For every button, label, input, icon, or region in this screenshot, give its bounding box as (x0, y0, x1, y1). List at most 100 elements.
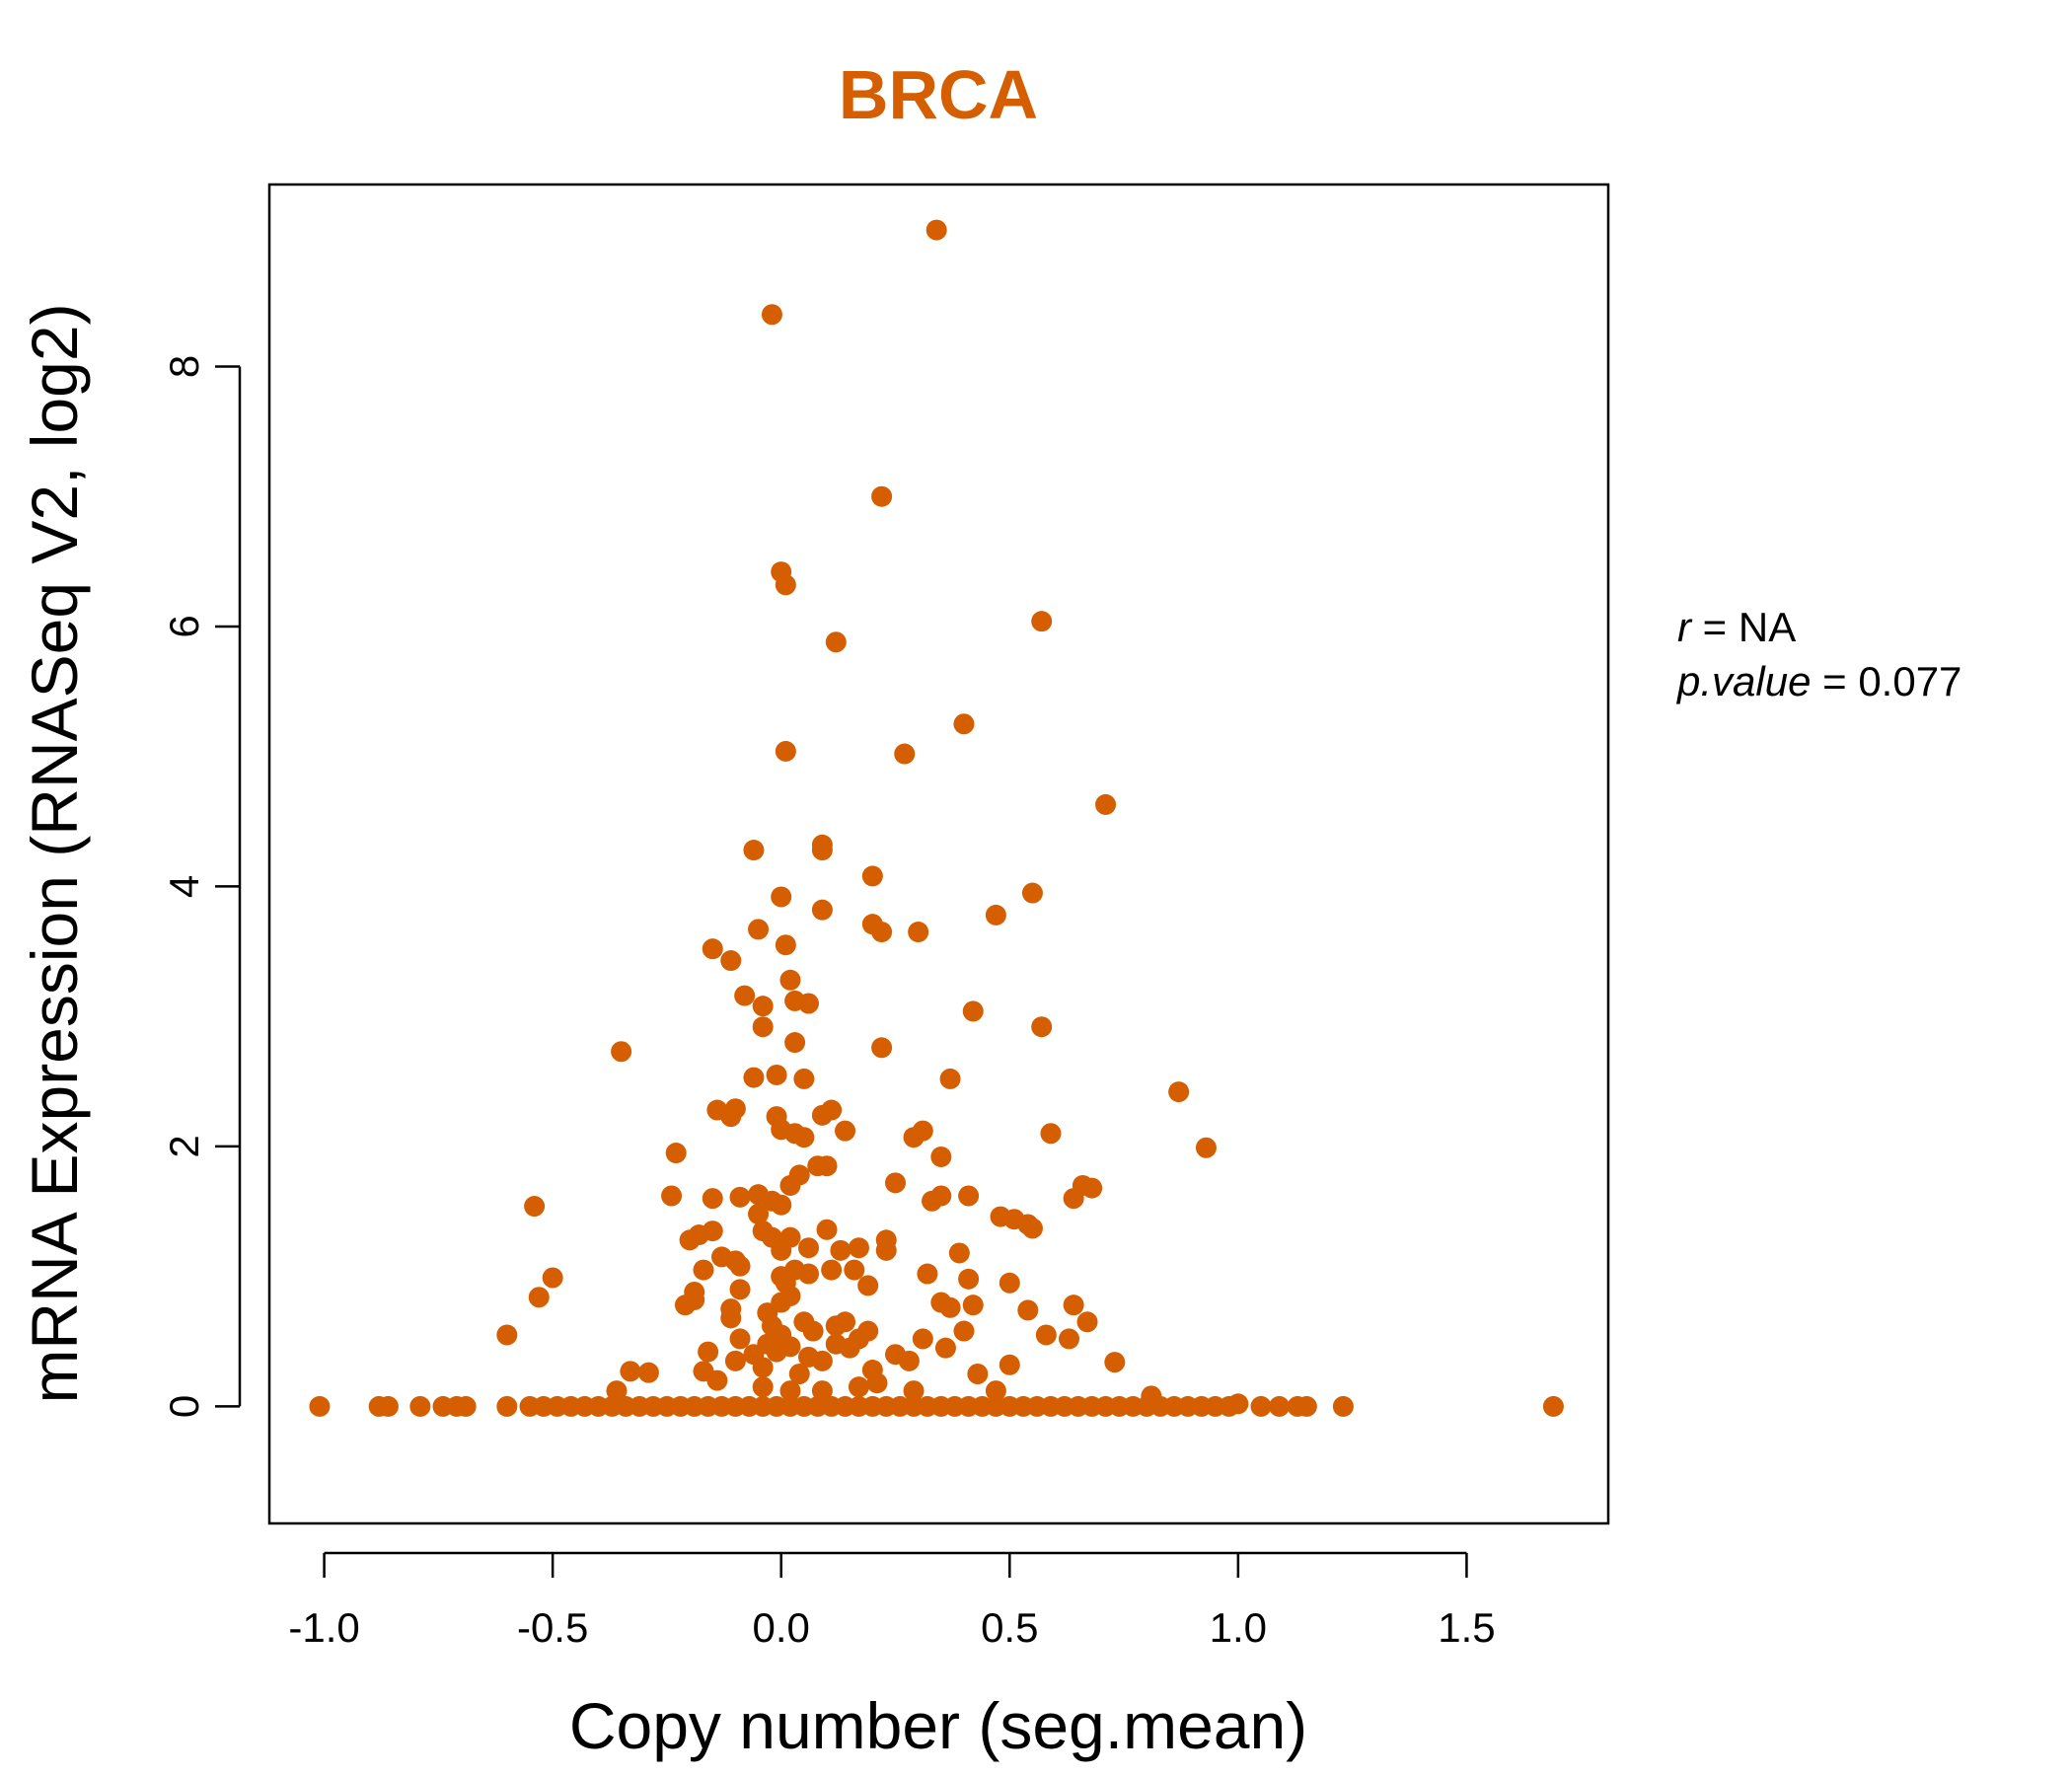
y-tick-label: 2 (161, 1135, 207, 1157)
data-point (962, 1000, 984, 1022)
data-point (702, 1221, 723, 1242)
data-point (761, 304, 782, 326)
data-point (1058, 1328, 1079, 1350)
data-point (309, 1395, 331, 1417)
p-value: 0.077 (1858, 658, 1961, 704)
data-point (637, 1362, 659, 1383)
x-tick-label: 0.0 (753, 1604, 810, 1651)
data-point (748, 1203, 770, 1224)
data-point (720, 950, 742, 972)
data-point (939, 1068, 961, 1089)
data-point (798, 1237, 820, 1259)
data-point (729, 1255, 751, 1277)
data-point (665, 1143, 687, 1164)
data-point (939, 1296, 961, 1318)
data-point (816, 1219, 838, 1240)
p-equals: = (1822, 658, 1858, 704)
x-tick-label: 0.5 (981, 1604, 1038, 1651)
data-point (962, 1295, 984, 1316)
data-point (724, 1098, 746, 1120)
data-point (748, 919, 770, 940)
data-point (752, 1376, 774, 1398)
data-point (871, 485, 893, 507)
data-point (496, 1324, 518, 1346)
data-point (839, 1337, 860, 1359)
data-point (871, 922, 893, 943)
correlation-stat: r = NA (1677, 604, 1796, 650)
data-point (821, 1099, 843, 1121)
data-point (985, 904, 1006, 925)
data-point (811, 1380, 833, 1402)
data-point (948, 1242, 970, 1264)
x-axis-title: Copy number (seg.mean) (569, 1689, 1307, 1762)
x-tick-label: 1.5 (1438, 1604, 1495, 1651)
p-value-label: p.value (1675, 658, 1811, 704)
data-point (967, 1363, 989, 1384)
data-point (1063, 1295, 1084, 1316)
data-point (779, 1285, 801, 1306)
data-point (798, 1263, 820, 1285)
data-point (821, 1259, 843, 1281)
data-point (857, 1320, 879, 1342)
data-point (752, 1016, 774, 1038)
y-tick-label: 8 (161, 355, 207, 378)
data-point (698, 1341, 719, 1363)
data-point (894, 743, 916, 765)
data-point (1031, 611, 1053, 632)
data-point (542, 1267, 563, 1289)
data-point (496, 1395, 518, 1417)
y-tick-label: 0 (161, 1395, 207, 1418)
x-axis: -1.0 -0.5 0.0 0.5 1.0 1.5 (288, 1551, 1496, 1651)
data-point (706, 1369, 728, 1391)
data-points (309, 219, 1564, 1417)
data-point (835, 1311, 856, 1333)
data-point (958, 1185, 980, 1207)
r-value: NA (1739, 604, 1796, 650)
data-point (898, 1350, 920, 1371)
data-point (912, 1120, 933, 1142)
p-value-stat: p.value = 0.077 (1675, 658, 1961, 704)
data-point (1542, 1395, 1564, 1417)
r-equals: = (1703, 604, 1739, 650)
data-point (857, 1275, 879, 1296)
data-point (661, 1185, 683, 1207)
data-point (830, 1239, 851, 1261)
data-point (1250, 1395, 1272, 1417)
data-point (684, 1289, 705, 1310)
data-point (779, 969, 801, 991)
data-point (729, 1328, 751, 1350)
data-point (811, 840, 833, 861)
data-point (885, 1172, 907, 1194)
data-point (788, 1164, 810, 1186)
data-point (798, 993, 820, 1014)
data-point (844, 1259, 865, 1281)
data-point (934, 1337, 956, 1359)
data-point (743, 1067, 765, 1088)
data-point (779, 1226, 801, 1248)
data-point (811, 1350, 833, 1371)
data-point (1035, 1324, 1057, 1346)
data-point (611, 1041, 632, 1063)
y-axis: 0 2 4 6 8 (161, 355, 242, 1418)
data-point (734, 985, 756, 1006)
data-point (1332, 1395, 1354, 1417)
data-point (779, 1336, 801, 1358)
y-axis-title: mRNA Expression (RNASeq V2, log2) (18, 303, 91, 1403)
data-point (775, 740, 796, 762)
data-point (724, 1350, 746, 1371)
data-point (771, 1194, 792, 1216)
data-point (1168, 1081, 1190, 1103)
data-point (793, 1127, 815, 1148)
x-tick-label: -1.0 (288, 1604, 359, 1651)
data-point (766, 1064, 787, 1085)
data-point (871, 1037, 893, 1059)
data-point (1017, 1299, 1039, 1321)
data-point (771, 886, 792, 908)
data-point (775, 934, 796, 956)
data-point (1021, 882, 1043, 904)
data-point (811, 899, 833, 921)
data-point (409, 1395, 431, 1417)
data-point (1269, 1395, 1291, 1417)
data-point (793, 1068, 815, 1089)
